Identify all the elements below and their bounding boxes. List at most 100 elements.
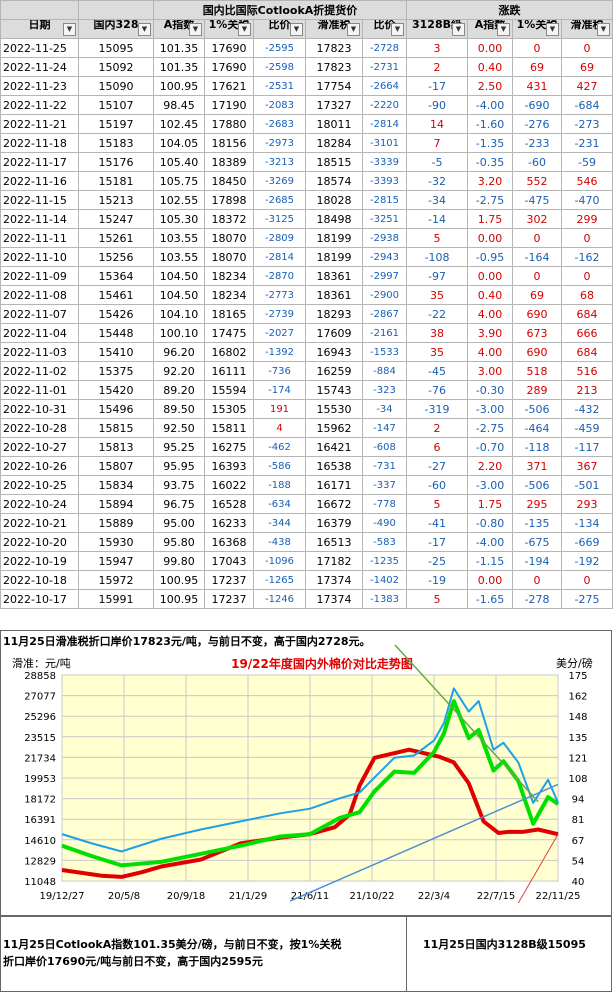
- table-cell: -1096: [253, 551, 306, 571]
- table-cell: -0.80: [467, 513, 513, 533]
- table-cell: -1392: [253, 342, 306, 362]
- table-row: 2022-11-01 15420 89.20 15594 -174 15743 -323 -7…: [0, 380, 613, 400]
- table-cell: 18498: [305, 209, 363, 229]
- table-cell: -34: [406, 190, 468, 210]
- table-cell: 2.50: [467, 76, 513, 96]
- filter-dropdown-icon[interactable]: ▼: [546, 23, 559, 36]
- table-cell: -25: [406, 551, 468, 571]
- table-cell: 0: [512, 228, 562, 248]
- filter-dropdown-icon[interactable]: ▼: [452, 23, 465, 36]
- table-row: 2022-10-31 15496 89.50 15305 191 15530 -34 -319…: [0, 399, 613, 419]
- table-cell: 16259: [305, 361, 363, 381]
- filter-dropdown-icon[interactable]: ▼: [347, 23, 360, 36]
- table-cell: 17621: [204, 76, 254, 96]
- table-row: 2022-10-26 15807 95.95 16393 -586 16538 -731 -2…: [0, 456, 613, 476]
- table-cell: 552: [512, 171, 562, 191]
- filter-dropdown-icon[interactable]: ▼: [597, 23, 610, 36]
- table-row: 2022-10-21 15889 95.00 16233 -344 16379 -490 -4…: [0, 513, 613, 533]
- table-cell: -3.00: [467, 399, 513, 419]
- table-cell: 15181: [78, 171, 154, 191]
- column-header-5: 滑准税 ▼: [305, 19, 363, 39]
- filter-dropdown-icon[interactable]: ▼: [290, 23, 303, 36]
- table-cell: 17327: [305, 95, 363, 115]
- header-group-compare: 国内比国际CotlookA折提货价: [153, 0, 407, 20]
- table-cell: 95.95: [153, 456, 205, 476]
- table-cell: 0: [512, 38, 562, 58]
- filter-dropdown-icon[interactable]: ▼: [391, 23, 404, 36]
- table-cell: -276: [512, 114, 562, 134]
- table-cell: 92.20: [153, 361, 205, 381]
- table-cell: 4.00: [467, 304, 513, 324]
- table-cell: 18070: [204, 228, 254, 248]
- column-header-label: 滑准税: [570, 19, 604, 32]
- table-cell: 18028: [305, 190, 363, 210]
- table-cell: 673: [512, 323, 562, 343]
- table-cell: 2022-11-17: [0, 152, 79, 172]
- table-cell: 16802: [204, 342, 254, 362]
- table-row: 2022-11-08 15461 104.50 18234 -2773 18361 -290…: [0, 285, 613, 305]
- table-cell: 15410: [78, 342, 154, 362]
- table-cell: 18199: [305, 228, 363, 248]
- table-cell: 16672: [305, 494, 363, 514]
- filter-dropdown-icon[interactable]: ▼: [63, 23, 76, 36]
- table-cell: 684: [561, 342, 613, 362]
- table-cell: 104.10: [153, 304, 205, 324]
- table-row: 2022-10-18 15972 100.95 17237 -1265 17374 -140…: [0, 570, 613, 590]
- table-row: 2022-11-15 15213 102.55 17898 -2685 18028 -281…: [0, 190, 613, 210]
- table-cell: 2: [406, 418, 468, 438]
- table-cell: -22: [406, 304, 468, 324]
- table-cell: 17609: [305, 323, 363, 343]
- table-cell: -3393: [362, 171, 407, 191]
- filter-dropdown-icon[interactable]: ▼: [238, 23, 251, 36]
- table-cell: 5: [406, 589, 468, 609]
- table-cell: 17475: [204, 323, 254, 343]
- table-cell: 3.20: [467, 171, 513, 191]
- table-cell: -273: [561, 114, 613, 134]
- table-cell: 17190: [204, 95, 254, 115]
- table-row: 2022-11-25 15095 101.35 17690 -2595 17823 -272…: [0, 38, 613, 58]
- table-cell: 2022-10-26: [0, 456, 79, 476]
- table-cell: 2022-11-04: [0, 323, 79, 343]
- table-cell: 15461: [78, 285, 154, 305]
- table-cell: 1.75: [467, 494, 513, 514]
- table-cell: 2022-10-20: [0, 532, 79, 552]
- table-cell: 2022-10-17: [0, 589, 79, 609]
- table-cell: -97: [406, 266, 468, 286]
- table-cell: 3: [406, 38, 468, 58]
- header-blank-domestic: [78, 0, 154, 20]
- table-cell: 15176: [78, 152, 154, 172]
- table-row: 2022-11-07 15426 104.10 18165 -2739 18293 -286…: [0, 304, 613, 324]
- table-cell: 15420: [78, 380, 154, 400]
- table-cell: 18515: [305, 152, 363, 172]
- table-row: 2022-10-19 15947 99.80 17043 -1096 17182 -1235…: [0, 551, 613, 571]
- table-cell: 5: [406, 228, 468, 248]
- table-row: 2022-10-27 15813 95.25 16275 -462 16421 -608 6-…: [0, 437, 613, 457]
- table-cell: 18011: [305, 114, 363, 134]
- table-cell: -5: [406, 152, 468, 172]
- filter-dropdown-icon[interactable]: ▼: [497, 23, 510, 36]
- header-group-change: 涨跌: [406, 0, 613, 20]
- table-cell: 2022-11-23: [0, 76, 79, 96]
- price-table: 国内比国际CotlookA折提货价 涨跌 日期 ▼ 国内328 ▼ A指数 ▼ 1%关税 ▼ 比…: [0, 0, 613, 609]
- column-header-label: 滑准税: [317, 19, 351, 32]
- chart-frame: [0, 630, 612, 916]
- table-cell: 16513: [305, 532, 363, 552]
- table-cell: 89.50: [153, 399, 205, 419]
- table-cell: 299: [561, 209, 613, 229]
- column-header-3: 1%关税 ▼: [204, 19, 254, 39]
- table-cell: 15811: [204, 418, 254, 438]
- table-cell: -344: [253, 513, 306, 533]
- table-cell: 95.25: [153, 437, 205, 457]
- table-cell: 2022-10-25: [0, 475, 79, 495]
- table-cell: -2900: [362, 285, 407, 305]
- table-cell: 16111: [204, 361, 254, 381]
- table-cell: 17237: [204, 589, 254, 609]
- table-cell: 516: [561, 361, 613, 381]
- filter-dropdown-icon[interactable]: ▼: [189, 23, 202, 36]
- table-cell: -27: [406, 456, 468, 476]
- table-cell: 427: [561, 76, 613, 96]
- table-cell: 89.20: [153, 380, 205, 400]
- filter-dropdown-icon[interactable]: ▼: [138, 23, 151, 36]
- table-cell: -45: [406, 361, 468, 381]
- table-cell: -3125: [253, 209, 306, 229]
